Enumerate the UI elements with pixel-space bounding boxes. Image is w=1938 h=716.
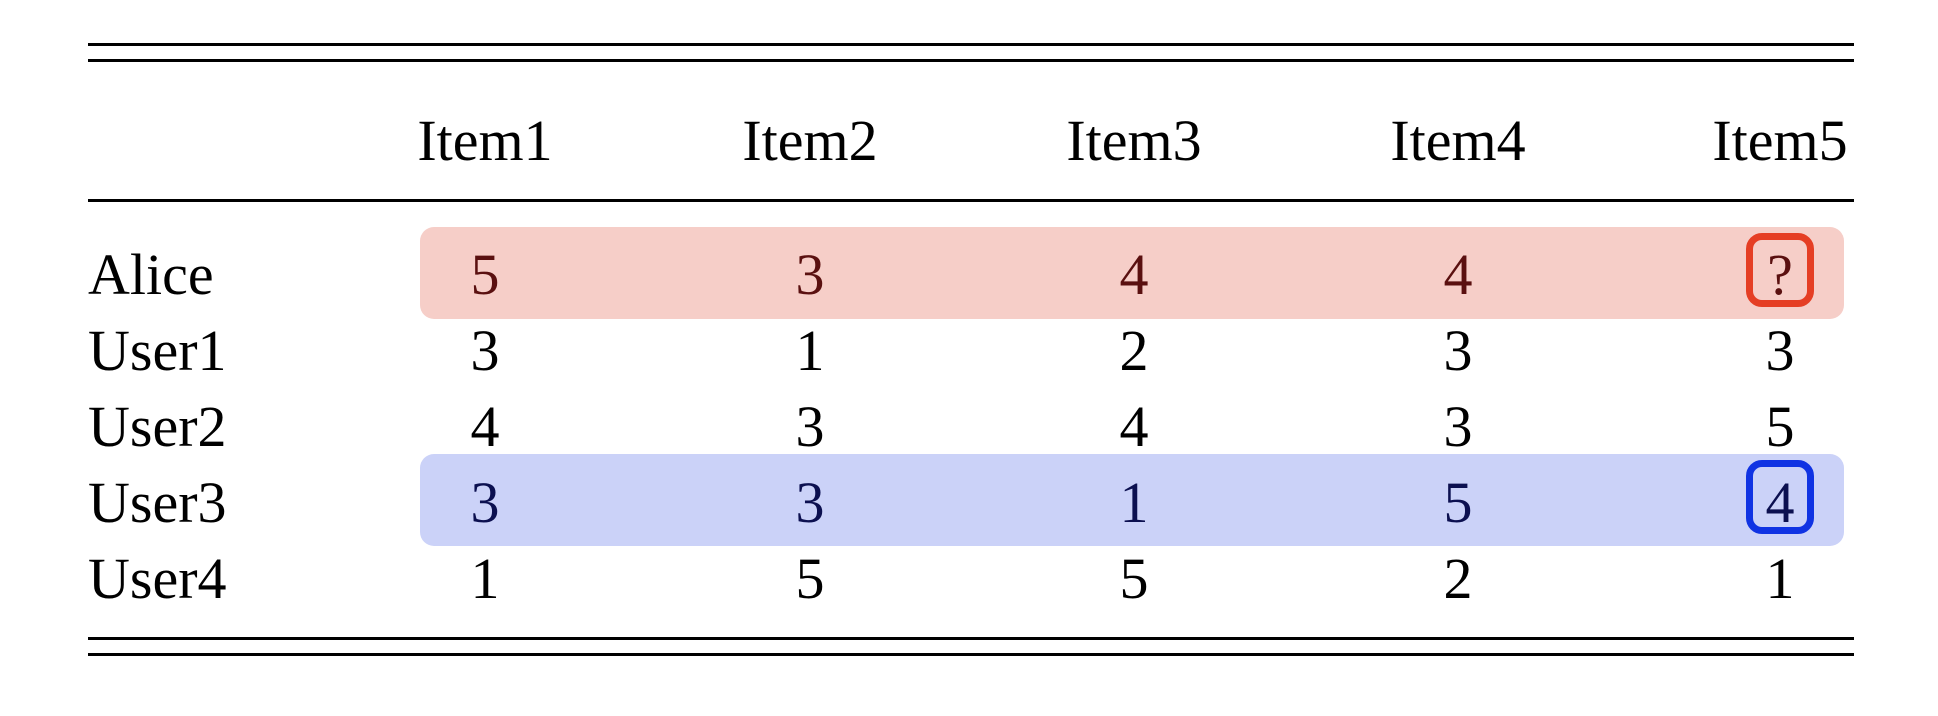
row-label-user1: User1 xyxy=(88,318,227,383)
bottom-rule-1 xyxy=(88,637,1854,640)
column-header-item4: Item4 xyxy=(1390,108,1526,173)
row-label-user2: User2 xyxy=(88,394,227,459)
cell-alice-item4: 4 xyxy=(1443,242,1473,307)
alice-row-highlight xyxy=(420,227,1844,319)
row-label-user3: User3 xyxy=(88,470,227,535)
cell-user3-item2: 3 xyxy=(795,470,825,535)
cell-user3-item3: 1 xyxy=(1119,470,1149,535)
cell-user1-item3: 2 xyxy=(1119,318,1149,383)
cell-user1-item5: 3 xyxy=(1765,318,1795,383)
cell-user2-item5: 5 xyxy=(1765,394,1795,459)
cell-user2-item4: 3 xyxy=(1443,394,1473,459)
cell-user3-item1: 3 xyxy=(470,470,500,535)
column-header-item3: Item3 xyxy=(1066,108,1202,173)
top-rule-1 xyxy=(88,43,1854,46)
cell-user4-item5: 1 xyxy=(1765,546,1795,611)
cell-user2-item1: 4 xyxy=(470,394,500,459)
user3-row-highlight xyxy=(420,454,1844,546)
cell-alice-item2: 3 xyxy=(795,242,825,307)
cell-user2-item3: 4 xyxy=(1119,394,1149,459)
cell-user4-item4: 2 xyxy=(1443,546,1473,611)
cell-user1-item4: 3 xyxy=(1443,318,1473,383)
header-rule xyxy=(88,199,1854,202)
bottom-rule-2 xyxy=(88,653,1854,656)
cell-user4-item3: 5 xyxy=(1119,546,1149,611)
cell-alice-item3: 4 xyxy=(1119,242,1149,307)
cell-user4-item1: 1 xyxy=(470,546,500,611)
column-header-item1: Item1 xyxy=(417,108,553,173)
cell-user3-item5: 4 xyxy=(1765,470,1795,535)
cell-alice-item5: ? xyxy=(1767,242,1793,307)
row-label-user4: User4 xyxy=(88,546,227,611)
cell-user4-item2: 5 xyxy=(795,546,825,611)
cell-user1-item2: 1 xyxy=(795,318,825,383)
cell-user3-item4: 5 xyxy=(1443,470,1473,535)
row-label-alice: Alice xyxy=(88,242,214,307)
cell-user1-item1: 3 xyxy=(470,318,500,383)
cell-user2-item2: 3 xyxy=(795,394,825,459)
user3-item5-focus-box xyxy=(1746,460,1814,534)
column-header-item5: Item5 xyxy=(1712,108,1848,173)
top-rule-2 xyxy=(88,59,1854,62)
alice-item5-focus-box xyxy=(1746,233,1814,307)
cell-alice-item1: 5 xyxy=(470,242,500,307)
column-header-item2: Item2 xyxy=(742,108,878,173)
